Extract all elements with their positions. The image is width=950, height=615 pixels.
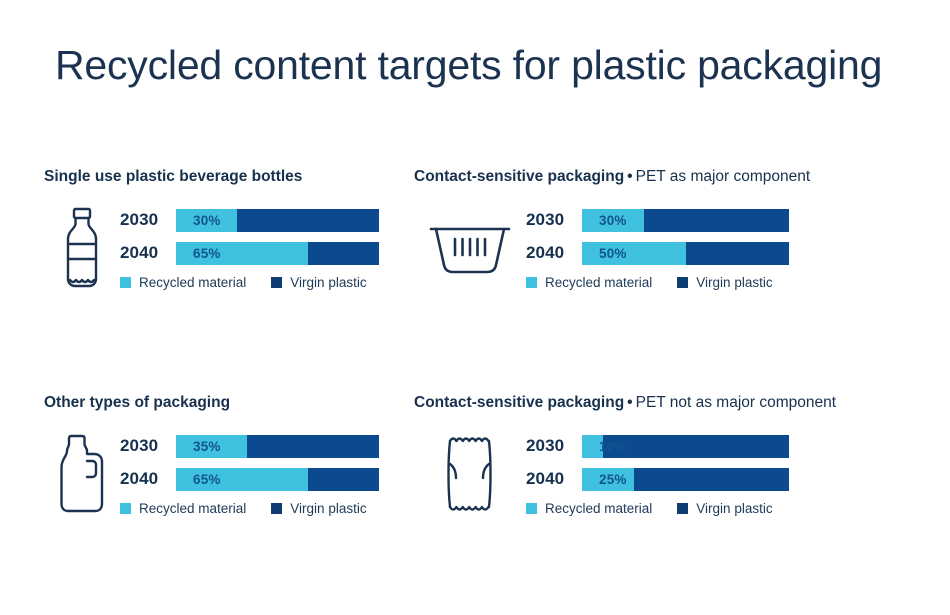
panel-heading-bold: Contact-sensitive packaging: [414, 168, 625, 185]
year-label: 2040: [120, 469, 159, 489]
panel-contact-sensitive-pet-major: Contact-sensitive packaging • PET as major…: [414, 168, 934, 291]
bar-segment-recycled: [176, 434, 248, 458]
legend: Recycled material Virgin plastic: [120, 501, 484, 516]
bar-row: 2030 30%: [526, 208, 934, 232]
panel-heading: Other types of packaging: [44, 394, 484, 413]
legend-label-virgin: Virgin plastic: [290, 274, 367, 290]
panel-body: 2030 30% 2040 50% Recycled material: [414, 205, 934, 291]
page-title: Recycled content targets for plastic pac…: [55, 42, 883, 88]
legend-swatch-virgin-icon: [677, 276, 689, 288]
bar-value-label: 25%: [599, 471, 627, 487]
legend-label-recycled: Recycled material: [545, 500, 653, 516]
chart-area: 2030 30% 2040 50% Recycled material: [526, 205, 934, 290]
legend: Recycled material Virgin plastic: [120, 275, 484, 290]
stacked-bar-track: 65%: [176, 467, 379, 491]
bar-value-label: 30%: [193, 212, 221, 228]
stacked-bar-track: 25%: [582, 467, 789, 491]
food-tub-icon: [414, 205, 526, 291]
legend-swatch-virgin-icon: [271, 502, 283, 514]
bar-segment-recycled: [176, 467, 308, 491]
year-label: 2040: [120, 243, 159, 263]
bar-value-label: 35%: [193, 438, 221, 454]
legend-label-virgin: Virgin plastic: [696, 500, 773, 516]
stacked-bar-track: 50%: [582, 241, 789, 265]
legend-item-virgin: Virgin plastic: [677, 500, 773, 516]
legend-swatch-recycled-icon: [526, 276, 537, 288]
bar-segment-recycled: [582, 241, 686, 265]
legend-label-recycled: Recycled material: [545, 274, 653, 290]
panel-heading: Single use plastic beverage bottles: [44, 168, 484, 187]
panel-heading-bold: Other types of packaging: [44, 394, 231, 411]
bar-segment-recycled: [582, 434, 603, 458]
bar-segment-recycled: [582, 208, 645, 232]
panel-heading-light: PET as major component: [635, 168, 811, 185]
bar-row: 2040 65%: [120, 241, 484, 265]
year-label: 2030: [526, 210, 565, 230]
panel-single-use-bottles: Single use plastic beverage bottles 2030…: [44, 168, 484, 291]
legend-label-recycled: Recycled material: [139, 274, 247, 290]
legend-item-virgin: Virgin plastic: [271, 500, 367, 516]
panel-heading-bold: Contact-sensitive packaging: [414, 394, 625, 411]
panel-heading-light: PET not as major component: [635, 394, 837, 411]
panel-heading-bold: Single use plastic beverage bottles: [44, 168, 303, 185]
panel-body: 2030 35% 2040 65% Recycled material: [44, 431, 484, 517]
legend-swatch-virgin-icon: [271, 276, 283, 288]
bar-value-label: 10%: [599, 438, 627, 454]
year-label: 2030: [120, 210, 159, 230]
bar-row: 2030 35%: [120, 434, 484, 458]
legend-label-virgin: Virgin plastic: [290, 500, 367, 516]
chart-area: 2030 10% 2040 25% Recycled material: [526, 431, 934, 516]
legend-item-virgin: Virgin plastic: [271, 274, 367, 290]
bar-value-label: 65%: [193, 471, 221, 487]
stacked-bar-track: 10%: [582, 434, 789, 458]
bar-row: 2040 50%: [526, 241, 934, 265]
chart-area: 2030 35% 2040 65% Recycled material: [120, 431, 484, 516]
year-label: 2040: [526, 243, 565, 263]
panel-heading: Contact-sensitive packaging • PET not as m…: [414, 394, 934, 413]
legend-swatch-recycled-icon: [120, 502, 131, 514]
bar-value-label: 65%: [193, 245, 221, 261]
panel-contact-sensitive-pet-not-major: Contact-sensitive packaging • PET not as m…: [414, 394, 934, 517]
bar-row: 2040 65%: [120, 467, 484, 491]
year-label: 2030: [526, 436, 565, 456]
panel-heading: Contact-sensitive packaging • PET as major…: [414, 168, 934, 187]
bar-segment-recycled: [176, 241, 308, 265]
panel-body: 2030 30% 2040 65% Recycled material: [44, 205, 484, 291]
sachet-pouch-icon: [414, 431, 526, 517]
bar-row: 2030 10%: [526, 434, 934, 458]
panel-heading-separator: •: [627, 394, 633, 411]
legend-label-recycled: Recycled material: [139, 500, 247, 516]
legend-item-virgin: Virgin plastic: [677, 274, 773, 290]
legend-item-recycled: Recycled material: [120, 275, 246, 290]
chart-area: 2030 30% 2040 65% Recycled material: [120, 205, 484, 290]
year-label: 2040: [526, 469, 565, 489]
legend-item-recycled: Recycled material: [120, 501, 246, 516]
stacked-bar-track: 30%: [582, 208, 789, 232]
panel-body: 2030 10% 2040 25% Recycled material: [414, 431, 934, 517]
legend-label-virgin: Virgin plastic: [696, 274, 773, 290]
legend-item-recycled: Recycled material: [526, 275, 652, 290]
bar-row: 2030 30%: [120, 208, 484, 232]
bar-segment-recycled: [176, 208, 237, 232]
stacked-bar-track: 30%: [176, 208, 379, 232]
legend-swatch-recycled-icon: [120, 276, 131, 288]
bar-value-label: 30%: [599, 212, 627, 228]
legend: Recycled material Virgin plastic: [526, 275, 934, 290]
stacked-bar-track: 35%: [176, 434, 379, 458]
legend-swatch-recycled-icon: [526, 502, 537, 514]
year-label: 2030: [120, 436, 159, 456]
bar-row: 2040 25%: [526, 467, 934, 491]
bar-value-label: 50%: [599, 245, 627, 261]
stacked-bar-track: 65%: [176, 241, 379, 265]
plastic-bottle-icon: [44, 205, 120, 291]
panel-heading-separator: •: [627, 168, 633, 185]
legend-swatch-virgin-icon: [677, 502, 689, 514]
panel-other-types: Other types of packaging 2030 35% 2040: [44, 394, 484, 517]
bar-segment-recycled: [582, 467, 634, 491]
detergent-jug-icon: [44, 431, 120, 517]
legend: Recycled material Virgin plastic: [526, 501, 934, 516]
legend-item-recycled: Recycled material: [526, 501, 652, 516]
